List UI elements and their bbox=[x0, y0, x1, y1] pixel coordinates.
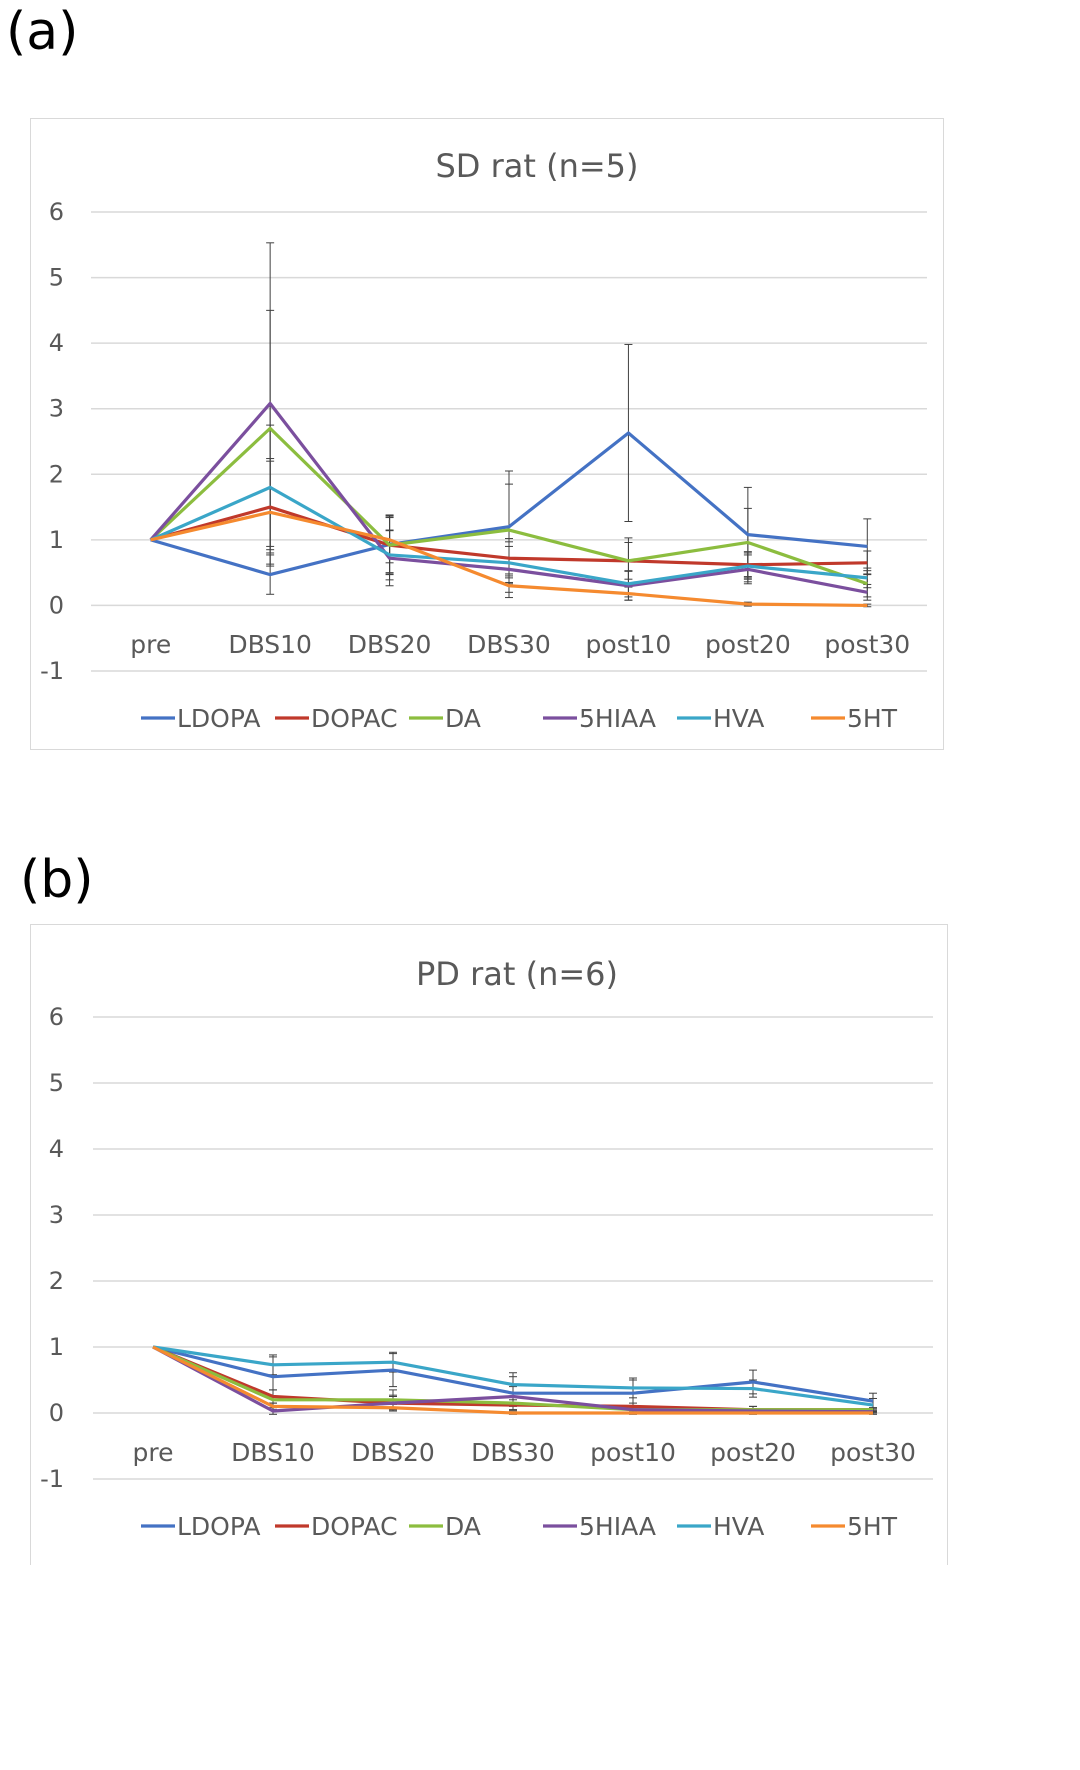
x-tick-label: DBS20 bbox=[348, 630, 432, 659]
chart-title: SD rat (n=5) bbox=[435, 147, 638, 185]
legend-label-5hiaa: 5HIAA bbox=[579, 704, 656, 733]
y-tick-label: 2 bbox=[49, 1267, 64, 1295]
chart-a: SD rat (n=5) -1 0 1 2 3 4 5 6 pre DBS10 DBS20 DBS30 p… bbox=[40, 147, 927, 733]
x-tick-label: DBS10 bbox=[228, 630, 312, 659]
panel-label-a: (a) bbox=[6, 2, 79, 62]
legend-label-dopac: DOPAC bbox=[311, 1512, 398, 1541]
y-tick-label: 2 bbox=[49, 460, 64, 488]
legend-label-da: DA bbox=[445, 704, 481, 733]
chart-container-b: PD rat (n=6) -1 0 1 2 3 4 5 6 pre DBS10 DBS20 DBS30 p… bbox=[30, 924, 948, 1565]
legend-label-ldopa: LDOPA bbox=[177, 1512, 260, 1541]
y-tick-label: 6 bbox=[49, 1003, 64, 1031]
legend-label-da: DA bbox=[445, 1512, 481, 1541]
y-tick-label: 5 bbox=[49, 264, 64, 292]
legend-label-dopac: DOPAC bbox=[311, 704, 398, 733]
legend-label-hva: HVA bbox=[713, 1512, 764, 1541]
x-tick-label: DBS10 bbox=[231, 1438, 315, 1467]
series-line-da bbox=[149, 426, 868, 586]
x-tick-label: DBS30 bbox=[471, 1438, 555, 1467]
y-tick-label: 4 bbox=[49, 329, 64, 357]
series-line-hva bbox=[152, 1345, 874, 1407]
legend-label-5hiaa: 5HIAA bbox=[579, 1512, 656, 1541]
x-tick-label: pre bbox=[133, 1438, 174, 1467]
y-tick-label: 5 bbox=[49, 1069, 64, 1097]
y-tick-label: 0 bbox=[49, 591, 64, 619]
y-tick-label: 3 bbox=[49, 395, 64, 423]
series-line-ldopa bbox=[152, 1345, 874, 1403]
series-line-5hiaa bbox=[152, 1345, 874, 1414]
y-tick-label: 6 bbox=[49, 198, 64, 226]
x-tick-label: post30 bbox=[824, 630, 910, 659]
series-line-5ht bbox=[152, 1345, 873, 1415]
y-tick-label: 0 bbox=[49, 1399, 64, 1427]
series-line-5ht bbox=[150, 510, 868, 608]
y-tick-label: 3 bbox=[49, 1201, 64, 1229]
x-tick-label: post20 bbox=[705, 630, 791, 659]
legend-label-5ht: 5HT bbox=[847, 704, 898, 733]
series-line-ldopa bbox=[150, 431, 868, 577]
y-tick-label: 1 bbox=[49, 526, 64, 554]
y-tick-label: 1 bbox=[49, 1333, 64, 1361]
chart-title: PD rat (n=6) bbox=[416, 955, 618, 993]
legend-label-5ht: 5HT bbox=[847, 1512, 898, 1541]
y-tick-label: -1 bbox=[40, 657, 64, 685]
x-tick-label: post10 bbox=[590, 1438, 676, 1467]
legend-label-ldopa: LDOPA bbox=[177, 704, 260, 733]
x-tick-label: DBS30 bbox=[467, 630, 551, 659]
x-tick-label: post20 bbox=[710, 1438, 796, 1467]
x-tick-label: pre bbox=[130, 630, 171, 659]
series-line-5hiaa bbox=[149, 401, 868, 594]
x-tick-label: post30 bbox=[830, 1438, 916, 1467]
chart-b: PD rat (n=6) -1 0 1 2 3 4 5 6 pre DBS10 DBS20 DBS30 p… bbox=[40, 955, 933, 1541]
y-tick-label: 4 bbox=[49, 1135, 64, 1163]
series-line-hva bbox=[150, 485, 868, 586]
y-tick-label: -1 bbox=[40, 1465, 64, 1493]
x-tick-label: post10 bbox=[586, 630, 672, 659]
chart-container-a: SD rat (n=5) -1 0 1 2 3 4 5 6 pre DBS10 DBS20 DBS30 p… bbox=[30, 118, 944, 750]
legend-label-hva: HVA bbox=[713, 704, 764, 733]
panel-label-b: (b) bbox=[20, 850, 94, 910]
x-tick-label: DBS20 bbox=[351, 1438, 435, 1467]
